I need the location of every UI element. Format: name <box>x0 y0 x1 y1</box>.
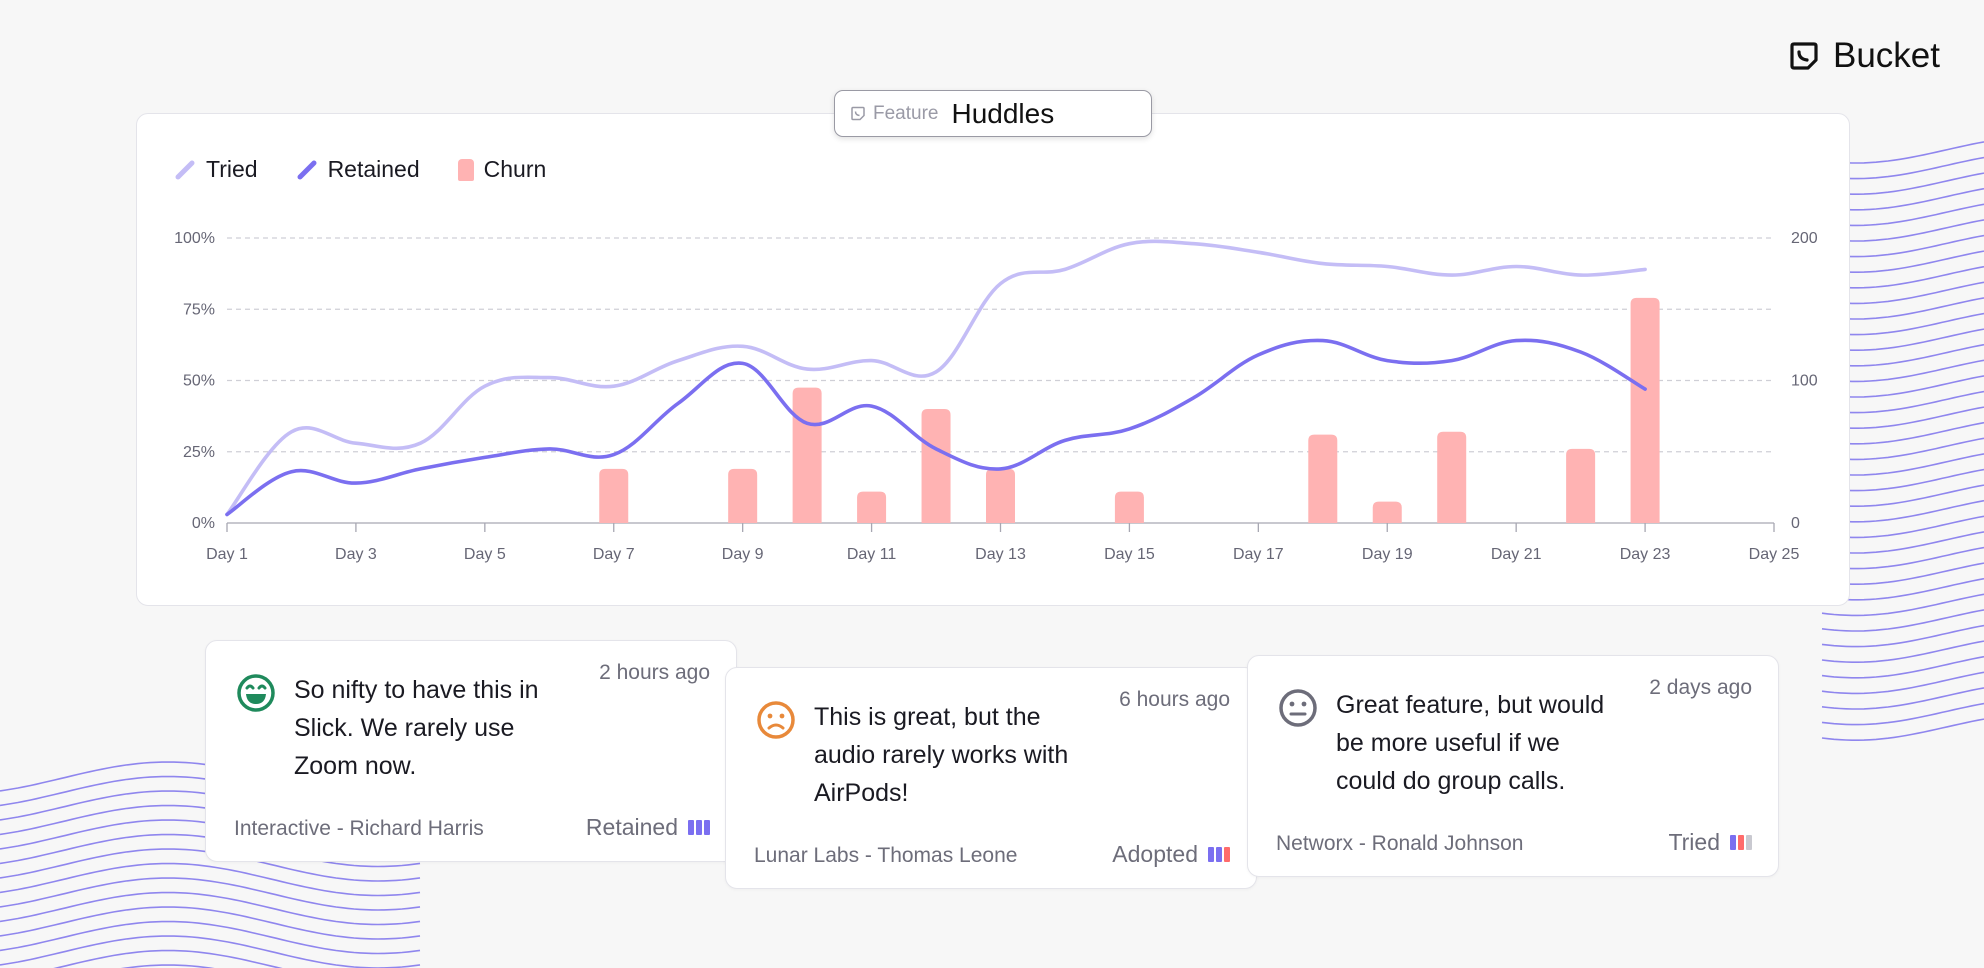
legend-swatch-tried <box>175 160 195 179</box>
status-label: Adopted <box>1112 841 1198 867</box>
wave-line <box>1821 593 1984 617</box>
brand-name: Bucket <box>1833 36 1940 75</box>
status-bars-icon <box>1730 835 1752 850</box>
status-bar <box>1224 847 1230 862</box>
feedback-time: 6 hours ago <box>1119 688 1230 711</box>
wave-line <box>0 906 421 940</box>
status-bars-icon <box>688 820 710 835</box>
feedback-status: Retained <box>586 814 710 841</box>
wave-line <box>1821 609 1984 632</box>
legend-item-churn[interactable]: Churn <box>457 156 547 183</box>
legend-item-tried[interactable]: Tried <box>174 156 258 183</box>
status-bar <box>1738 835 1744 850</box>
neutral-face-icon <box>1279 689 1317 727</box>
wave-line <box>0 920 421 955</box>
wave-line <box>1821 640 1984 663</box>
feedback-status: Tried <box>1668 829 1752 856</box>
wave-line <box>53 949 283 968</box>
bucket-logo-icon <box>1790 42 1818 70</box>
feature-value: Huddles <box>951 97 1055 129</box>
wave-line <box>1821 702 1984 726</box>
wave-line <box>0 891 421 926</box>
wave-line <box>1821 687 1984 710</box>
legend-label-tried: Tried <box>206 156 258 182</box>
feature-selector[interactable]: Feature Huddles <box>834 90 1152 137</box>
feedback-quote: This is great, but the audio rarely work… <box>814 703 1069 807</box>
status-bar <box>1730 835 1736 850</box>
feature-icon <box>851 106 865 121</box>
feedback-time: 2 days ago <box>1649 676 1752 699</box>
status-bar <box>1746 835 1752 850</box>
wave-line <box>0 935 421 968</box>
feedback-card-3[interactable]: Great feature, but would be more useful … <box>1247 655 1779 877</box>
status-bar <box>688 820 694 835</box>
status-label: Retained <box>585 814 678 840</box>
wave-line <box>1821 655 1984 679</box>
legend-item-retained[interactable]: Retained <box>296 156 420 183</box>
happy-face-icon <box>237 674 275 712</box>
wave-line <box>1821 718 1984 741</box>
chart-card <box>136 113 1850 606</box>
legend-label-retained: Retained <box>327 156 420 182</box>
sad-face-icon <box>757 701 795 739</box>
feedback-status: Adopted <box>1112 841 1230 868</box>
status-bar <box>704 820 710 835</box>
wave-line <box>0 877 421 911</box>
legend-label-churn: Churn <box>483 156 547 182</box>
status-bars-icon <box>1208 847 1230 862</box>
feedback-quote: So nifty to have this in Slick. We rarel… <box>294 676 539 780</box>
brand-logo[interactable]: Bucket <box>1789 36 1940 76</box>
feature-label: Feature <box>873 102 939 124</box>
wave-line <box>1821 671 1984 695</box>
feedback-time: 2 hours ago <box>599 661 710 684</box>
wave-line <box>1821 624 1984 648</box>
feedback-author: Networx - Ronald Johnson <box>1276 832 1524 855</box>
wave-line <box>1821 577 1984 601</box>
chart-legend: Tried Retained Churn <box>174 156 584 183</box>
feedback-author: Lunar Labs - Thomas Leone <box>754 844 1018 867</box>
feedback-author: Interactive - Richard Harris <box>234 817 484 840</box>
feedback-card-1[interactable]: So nifty to have this in Slick. We rarel… <box>205 640 737 862</box>
status-label: Tried <box>1668 829 1720 855</box>
feedback-card-2[interactable]: This is great, but the audio rarely work… <box>725 667 1257 889</box>
legend-swatch-churn <box>457 158 474 181</box>
status-bar <box>696 820 702 835</box>
status-bar <box>1216 847 1222 862</box>
legend-swatch-retained <box>297 160 317 179</box>
status-bar <box>1208 847 1214 862</box>
feedback-quote: Great feature, but would be more useful … <box>1336 691 1605 795</box>
wave-line <box>0 862 421 897</box>
